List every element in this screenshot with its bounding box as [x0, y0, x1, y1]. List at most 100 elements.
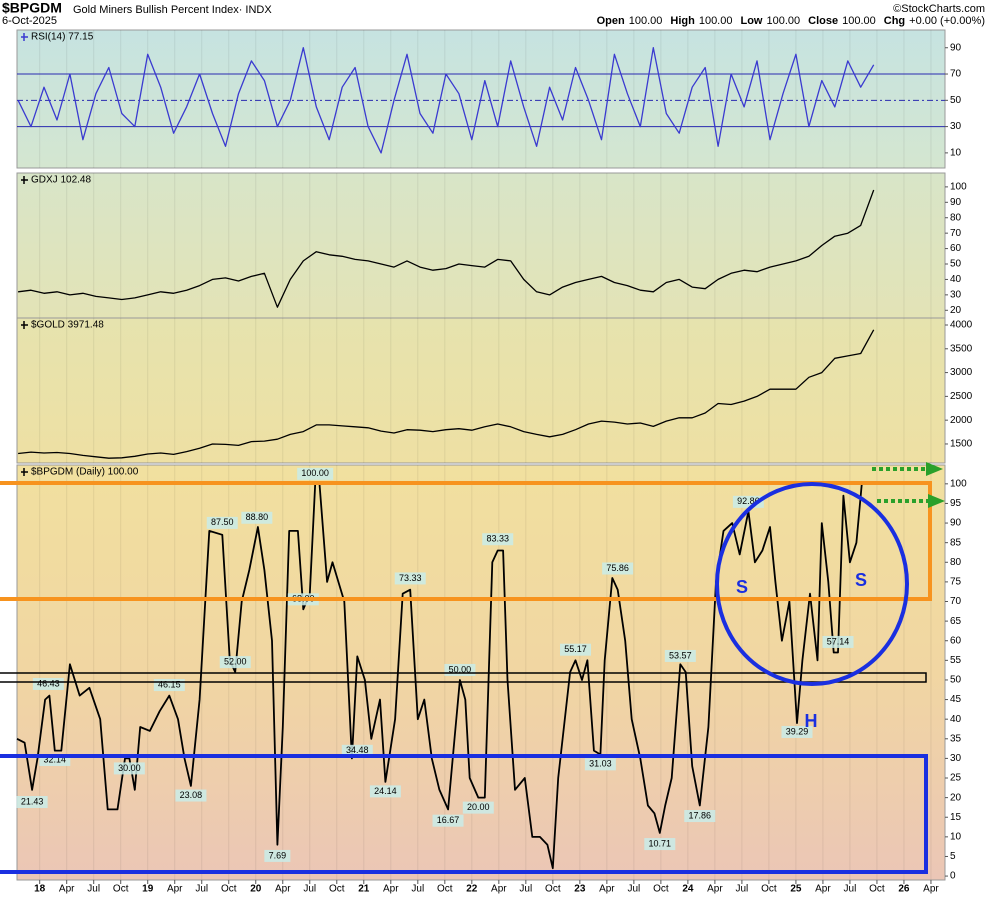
annotation-label: 83.33: [486, 534, 509, 544]
x-tick-label: Apr: [275, 884, 291, 895]
x-tick-label: 23: [574, 884, 586, 895]
blue-circle: [715, 482, 909, 686]
y-tick-label: 70: [950, 228, 962, 239]
annotation-box: [369, 785, 401, 798]
annotation-label: 53.57: [669, 650, 692, 660]
y-tick-label: 90: [950, 42, 962, 53]
annotation-label: 23.08: [180, 790, 203, 800]
y-tick-label: 65: [950, 616, 962, 627]
annotation-label: 30.00: [118, 763, 141, 773]
series-line: [16, 482, 877, 870]
x-tick-label: Oct: [869, 884, 885, 895]
quote-value: 100.00: [699, 15, 733, 27]
header: $BPGDM Gold Miners Bullish Percent Index…: [2, 0, 985, 27]
annotation-box: [175, 789, 207, 802]
x-tick-label: Apr: [491, 884, 507, 895]
y-tick-label: 80: [950, 212, 962, 223]
x-tick-label: Oct: [221, 884, 237, 895]
pattern-label: S: [736, 577, 748, 597]
annotation-label: 24.14: [374, 786, 397, 796]
x-tick-label: 18: [34, 884, 46, 895]
annotation-box: [206, 516, 238, 529]
green-arrow-head: [926, 462, 943, 476]
y-tick-label: 45: [950, 694, 962, 705]
quote-label: Close: [808, 15, 838, 27]
annotation-box: [113, 762, 145, 775]
x-tick-label: Oct: [545, 884, 561, 895]
panel-title: $BPGDM (Daily) 100.00: [31, 467, 139, 478]
annotation-label: 7.69: [269, 850, 287, 860]
x-tick-label: Jul: [519, 884, 532, 895]
annotation-box: [341, 744, 373, 757]
y-tick-label: 75: [950, 577, 962, 588]
quote-value: 100.00: [629, 15, 663, 27]
annotation-box: [219, 656, 251, 669]
annotation-box: [462, 801, 494, 814]
annotation-label: 32.14: [44, 754, 67, 764]
panel-background: [16, 172, 946, 319]
annotation-label: 92.86: [737, 496, 760, 506]
y-tick-label: 1500: [950, 439, 973, 450]
x-tick-label: Apr: [59, 884, 75, 895]
annotation-label: 46.43: [37, 678, 60, 688]
annotation-label: 88.80: [246, 512, 269, 522]
y-tick-label: 50: [950, 259, 962, 270]
annotation-label: 39.29: [786, 726, 809, 736]
quote-value: 100.00: [842, 15, 876, 27]
x-tick-label: Apr: [599, 884, 615, 895]
date: 6-Oct-2025: [2, 15, 57, 27]
y-tick-label: 100: [950, 182, 967, 193]
x-tick-label: Apr: [167, 884, 183, 895]
annotation-label: 75.86: [606, 563, 629, 573]
y-tick-label: 30: [950, 753, 962, 764]
quote-value: +0.00 (+0.00%): [909, 15, 985, 27]
annotation-box: [297, 467, 334, 480]
x-tick-label: Apr: [815, 884, 831, 895]
x-tick-label: Apr: [383, 884, 399, 895]
annotation-label: 20.00: [467, 802, 490, 812]
annotation-box: [664, 649, 696, 662]
y-tick-label: 55: [950, 655, 962, 666]
annotation-label: 21.43: [21, 796, 44, 806]
x-tick-label: 25: [790, 884, 802, 895]
y-tick-label: 70: [950, 69, 962, 80]
annotation-label: 10.71: [649, 838, 672, 848]
y-tick-label: 60: [950, 635, 962, 646]
x-tick-label: Oct: [113, 884, 129, 895]
x-tick-label: 24: [682, 884, 694, 895]
annotation-box: [684, 810, 716, 823]
x-tick-label: 20: [250, 884, 262, 895]
y-tick-label: 15: [950, 812, 962, 823]
quote: Open 100.00 High 100.00 Low 100.00 Close 100.00…: [597, 15, 985, 27]
x-tick-label: 22: [466, 884, 478, 895]
series-line: [18, 189, 875, 308]
y-tick-label: 2000: [950, 415, 973, 426]
x-tick-label: Jul: [87, 884, 100, 895]
annotation-label: 16.67: [437, 815, 460, 825]
black-box: [0, 672, 927, 683]
y-tick-label: 25: [950, 773, 962, 784]
y-tick-label: 10: [950, 831, 962, 842]
annotation-box: [584, 758, 616, 771]
annotation-label: 57.14: [827, 636, 850, 646]
y-tick-label: 50: [950, 95, 962, 106]
y-tick-label: 70: [950, 596, 962, 607]
annotation-label: 17.86: [689, 810, 712, 820]
series-line: [18, 329, 875, 459]
y-tick-label: 95: [950, 498, 962, 509]
annotation-box: [482, 533, 514, 546]
x-tick-label: 19: [142, 884, 154, 895]
y-tick-label: 20: [950, 792, 962, 803]
y-tick-label: 30: [950, 290, 962, 301]
overlay: S H S: [0, 462, 945, 874]
annotation-box: [394, 572, 426, 585]
annotation-box: [781, 725, 813, 738]
y-tick-label: 3000: [950, 367, 973, 378]
annotation-label: 46.15: [158, 679, 181, 689]
panel-title: $GOLD 3971.48: [31, 320, 104, 331]
annotation-label: 34.48: [346, 745, 369, 755]
x-tick-label: Jul: [195, 884, 208, 895]
x-tick-label: Jul: [844, 884, 857, 895]
